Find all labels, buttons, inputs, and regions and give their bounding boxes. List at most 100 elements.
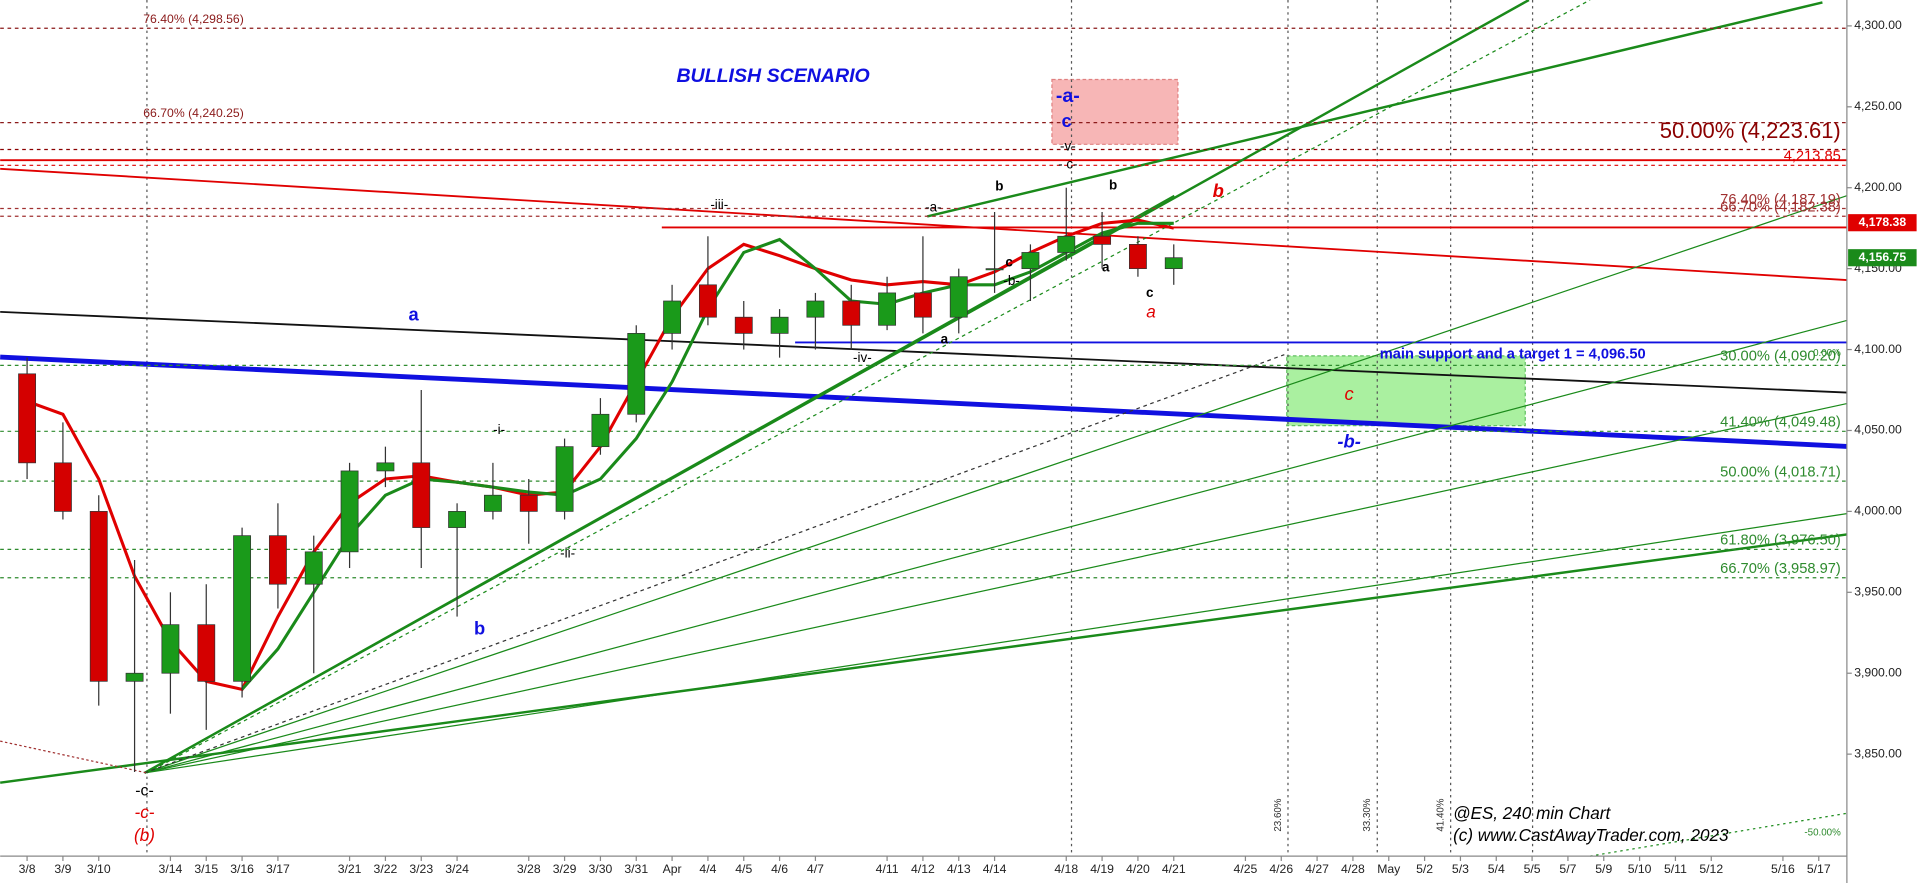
y-tick-label: 4,200.00 bbox=[1854, 180, 1902, 194]
wave-label: a bbox=[1146, 303, 1156, 322]
level-label: 30.00% (4,090.20) bbox=[1720, 349, 1841, 365]
candle-body bbox=[555, 446, 574, 512]
candle-body bbox=[663, 300, 682, 334]
x-tick-label: 5/16 bbox=[1771, 862, 1795, 876]
price-tag-label: 4,156.75 bbox=[1859, 250, 1907, 264]
x-tick-label: 3/14 bbox=[159, 862, 183, 876]
x-tick-label: 4/28 bbox=[1341, 862, 1365, 876]
candle-body bbox=[412, 462, 431, 528]
x-tick-label: 5/11 bbox=[1664, 862, 1687, 876]
wave-label: b bbox=[474, 618, 485, 639]
x-tick-label: 4/25 bbox=[1234, 862, 1258, 876]
candle-body bbox=[698, 284, 717, 318]
trend-line bbox=[144, 513, 1847, 774]
wave-label: a bbox=[941, 332, 949, 347]
x-tick-label: 4/21 bbox=[1162, 862, 1186, 876]
trend-line bbox=[0, 167, 1847, 281]
x-tick-label: 4/20 bbox=[1126, 862, 1150, 876]
wave-label: -iv- bbox=[853, 350, 872, 365]
candle-body bbox=[161, 624, 180, 674]
x-tick-label: 5/3 bbox=[1452, 862, 1469, 876]
candle-body bbox=[197, 624, 216, 682]
candle-body bbox=[806, 300, 825, 318]
candle-body bbox=[376, 462, 395, 472]
level-label: 50.00% (4,018.71) bbox=[1720, 464, 1841, 480]
wave-label: c bbox=[1146, 285, 1154, 300]
wave-label: (b) bbox=[134, 826, 155, 845]
y-tick-label: 3,850.00 bbox=[1854, 746, 1902, 760]
fib-time-label: 33.30% bbox=[1362, 798, 1373, 831]
copyright: (c) www.CastAwayTrader.com, 2023 bbox=[1453, 826, 1729, 845]
x-tick-label: 4/5 bbox=[735, 862, 752, 876]
trend-line bbox=[0, 533, 1848, 784]
price-tag bbox=[1848, 249, 1917, 267]
wave-label: -b- bbox=[1337, 431, 1360, 452]
level-label: 61.80% (3,976.50) bbox=[1720, 533, 1841, 549]
x-tick-label: 5/7 bbox=[1559, 862, 1576, 876]
x-tick-label: 5/10 bbox=[1628, 862, 1652, 876]
y-tick-label: 4,300.00 bbox=[1854, 18, 1902, 32]
x-tick-label: 4/6 bbox=[771, 862, 788, 876]
candle-body bbox=[842, 300, 861, 326]
trend-line bbox=[144, 402, 1848, 774]
level-label: 0.00% bbox=[1813, 348, 1841, 359]
x-tick-label: 3/21 bbox=[338, 862, 362, 876]
x-tick-label: 4/12 bbox=[911, 862, 935, 876]
level-label: 50.00% (4,223.61) bbox=[1660, 118, 1841, 143]
levels: 76.40% (4,298.56) 66.70% (4,240.25) 50.00%… bbox=[0, 12, 1847, 579]
trend-line bbox=[1589, 812, 1847, 857]
wave-label: - c- bbox=[1058, 157, 1077, 172]
wave-label: -c- bbox=[135, 782, 154, 799]
trend-line bbox=[144, 194, 1175, 774]
annotations: BULLISH SCENARIO -iii- -a- b b -i- -ii- … bbox=[134, 65, 1841, 845]
candle-body bbox=[1164, 257, 1183, 270]
wave-label: c bbox=[1005, 254, 1013, 269]
y-tick-label: 4,050.00 bbox=[1854, 423, 1902, 437]
x-tick-label: 4/13 bbox=[947, 862, 971, 876]
x-tick-label: 3/24 bbox=[445, 862, 469, 876]
x-tick-label: 3/28 bbox=[517, 862, 541, 876]
wave-label: -ii- bbox=[560, 546, 575, 561]
x-tick-label: May bbox=[1377, 862, 1401, 876]
x-tick-label: 3/8 bbox=[19, 862, 36, 876]
candle-body bbox=[53, 462, 72, 512]
wave-label: -b- bbox=[1003, 273, 1019, 288]
candle-body bbox=[913, 292, 932, 318]
x-tick-label: 3/31 bbox=[624, 862, 648, 876]
price-tag bbox=[1848, 214, 1917, 232]
price-data bbox=[18, 187, 1183, 772]
candle-body bbox=[304, 551, 323, 585]
x-tick-label: 3/17 bbox=[266, 862, 290, 876]
wave-label: b bbox=[995, 179, 1003, 194]
wave-label: -a- bbox=[925, 199, 941, 214]
target-zone bbox=[1286, 355, 1526, 427]
candle-body bbox=[483, 494, 502, 512]
y-tick-label: 3,950.00 bbox=[1854, 585, 1902, 599]
wave-label: -a- bbox=[1056, 85, 1080, 107]
candle-body bbox=[89, 511, 108, 682]
x-tick-label: 4/26 bbox=[1269, 862, 1293, 876]
price-tag-label: 4,178.38 bbox=[1859, 215, 1907, 229]
chart-caption: @ES, 240 min Chart bbox=[1453, 804, 1611, 823]
level-label: 4,213.85 bbox=[1784, 149, 1841, 165]
x-tick-label: 3/29 bbox=[553, 862, 577, 876]
candle-body bbox=[985, 268, 1004, 271]
trend-line bbox=[146, 0, 1591, 774]
wave-label: c bbox=[1345, 383, 1354, 404]
trend-line bbox=[926, 1, 1823, 218]
wave-label: a bbox=[408, 303, 419, 324]
y-tick-label: 4,100.00 bbox=[1854, 342, 1902, 356]
x-tick-label: 4/19 bbox=[1090, 862, 1114, 876]
x-tick-label: 5/9 bbox=[1595, 862, 1612, 876]
candle-body bbox=[233, 535, 252, 682]
level-label: 41.40% (4,049.48) bbox=[1720, 415, 1841, 431]
candle-body bbox=[448, 511, 467, 528]
wave-label: -v- bbox=[1060, 138, 1076, 153]
y-tick-label: 4,000.00 bbox=[1854, 504, 1902, 518]
x-tick-label: 5/12 bbox=[1699, 862, 1723, 876]
level-label: 66.70% (4,240.25) bbox=[143, 106, 244, 120]
fib-time-label: 41.40% bbox=[1435, 798, 1446, 831]
level-label: -50.00% bbox=[1804, 827, 1841, 838]
trend-line bbox=[0, 740, 148, 774]
